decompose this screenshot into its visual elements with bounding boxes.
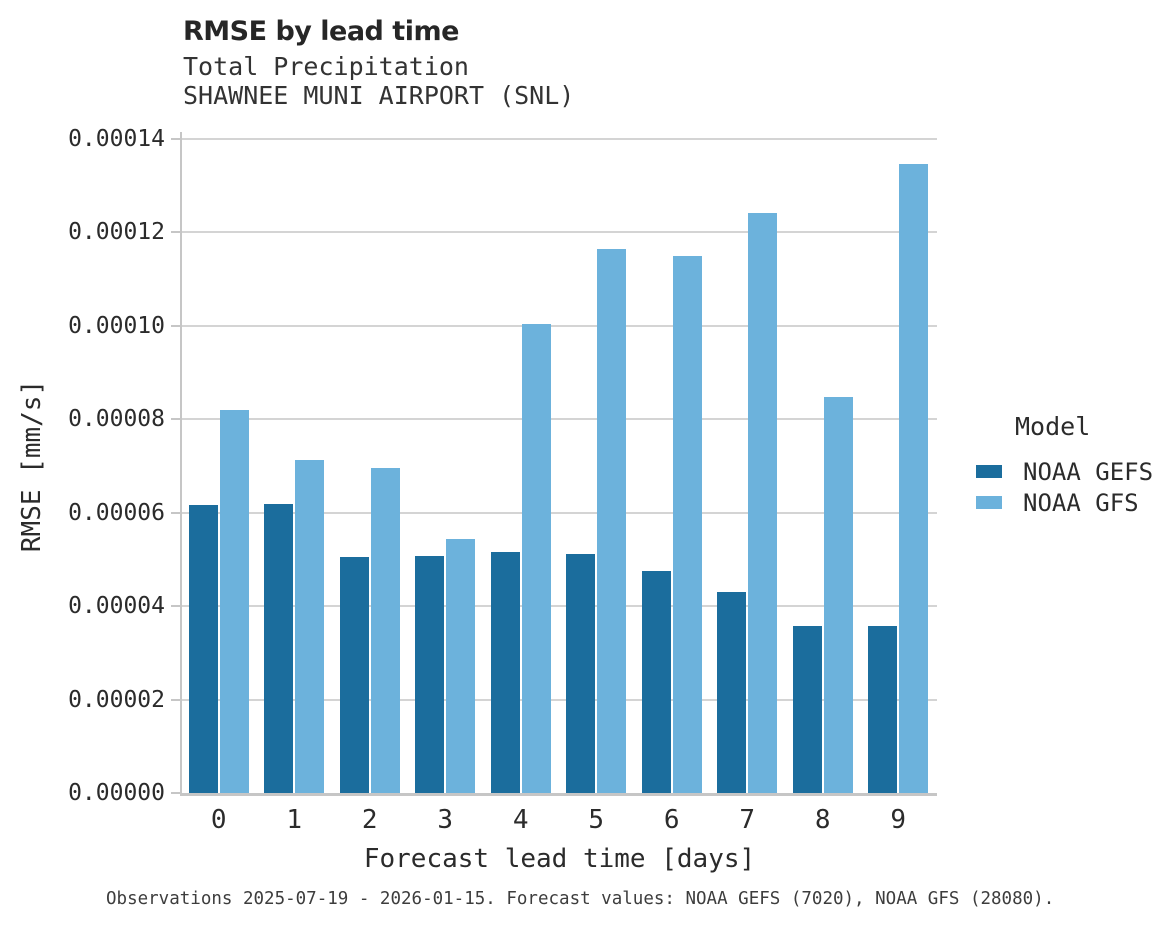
y-tick-label: 0.00002: [68, 686, 165, 713]
y-tick-label: 0.00010: [68, 312, 165, 339]
y-tick-mark: [171, 792, 180, 794]
bar-noaa-gefs-day-4: [490, 552, 520, 793]
bar-noaa-gfs-day-9: [899, 163, 929, 793]
noaa-gfs-swatch-icon: [976, 496, 1002, 509]
bar-noaa-gefs-day-7: [717, 591, 747, 793]
x-tick-label: 2: [361, 805, 378, 835]
bar-noaa-gfs-day-1: [295, 459, 325, 793]
x-tick-label: 5: [588, 805, 605, 835]
y-tick-mark: [171, 137, 180, 140]
gridline: [182, 605, 937, 607]
bar-noaa-gefs-day-1: [264, 503, 294, 793]
footnote-caption: Observations 2025-07-19 - 2026-01-15. Fo…: [106, 889, 1055, 909]
bar-noaa-gefs-day-2: [339, 556, 369, 793]
x-tick-label: 9: [890, 805, 907, 835]
bar-noaa-gefs-day-3: [415, 556, 445, 793]
plot-area: [171, 132, 937, 796]
y-tick-mark: [171, 231, 180, 234]
y-tick-label: 0.00012: [68, 219, 165, 246]
noaa-gefs-swatch-icon: [976, 465, 1002, 478]
y-tick-mark: [171, 511, 180, 514]
y-tick-label: 0.00014: [68, 125, 165, 152]
gridline: [182, 231, 937, 234]
legend: Model NOAA GEFS NOAA GFS: [976, 412, 1153, 518]
legend-label-noaa-gfs: NOAA GFS: [1023, 488, 1139, 517]
x-tick-label: 8: [814, 805, 831, 835]
x-tick-label: 0: [210, 805, 227, 835]
bar-noaa-gefs-day-0: [188, 505, 218, 793]
x-tick-label: 3: [437, 805, 454, 835]
y-axis-title: RMSE [mm/s]: [17, 379, 47, 553]
legend-item-noaa-gfs: NOAA GFS: [976, 487, 1153, 518]
x-tick-label: 7: [739, 805, 756, 835]
chart-subtitle-variable: Total Precipitation: [183, 52, 469, 81]
chart-title: RMSE by lead time: [183, 16, 459, 47]
gridline: [182, 698, 937, 701]
x-axis-tick-labels: 0 1 2 3 4 5 6 7 8 9: [182, 803, 937, 837]
bar-noaa-gefs-day-9: [868, 625, 898, 793]
bar-noaa-gfs-day-2: [370, 468, 400, 793]
y-tick-mark: [171, 324, 180, 327]
y-tick-mark: [171, 605, 180, 607]
gridline: [182, 137, 937, 140]
y-tick-label: 0.00006: [68, 499, 165, 526]
x-axis-title: Forecast lead time [days]: [363, 844, 756, 874]
bar-noaa-gfs-day-3: [446, 539, 476, 793]
bar-noaa-gfs-day-4: [521, 324, 551, 793]
gridline: [182, 511, 937, 514]
y-tick-mark: [171, 418, 180, 421]
chart-subtitle-station: SHAWNEE MUNI AIRPORT (SNL): [183, 81, 575, 110]
bar-noaa-gfs-day-0: [219, 410, 249, 793]
gridline: [182, 418, 937, 421]
gridline: [182, 324, 937, 327]
y-tick-label: 0.00004: [68, 593, 165, 619]
bar-noaa-gfs-day-7: [748, 213, 778, 793]
bar-noaa-gefs-day-6: [641, 571, 671, 793]
bar-noaa-gefs-day-8: [792, 625, 822, 793]
bar-noaa-gefs-day-5: [566, 553, 596, 793]
y-axis-tick-labels: 0.00000 0.00002 0.00004 0.00006 0.00008 0.000…: [30, 126, 165, 806]
legend-item-noaa-gefs: NOAA GEFS: [976, 456, 1153, 487]
bar-noaa-gfs-day-8: [823, 397, 853, 793]
y-tick-label: 0.00008: [68, 406, 165, 433]
legend-title: Model: [1015, 412, 1091, 441]
bar-noaa-gfs-day-6: [672, 256, 702, 793]
x-tick-label: 4: [512, 805, 529, 835]
x-tick-label: 1: [286, 805, 303, 835]
legend-label-noaa-gefs: NOAA GEFS: [1023, 457, 1154, 486]
x-tick-label: 6: [663, 805, 680, 835]
y-tick-mark: [171, 698, 180, 701]
bar-noaa-gfs-day-5: [597, 249, 627, 793]
y-tick-label: 0.00000: [68, 780, 165, 806]
